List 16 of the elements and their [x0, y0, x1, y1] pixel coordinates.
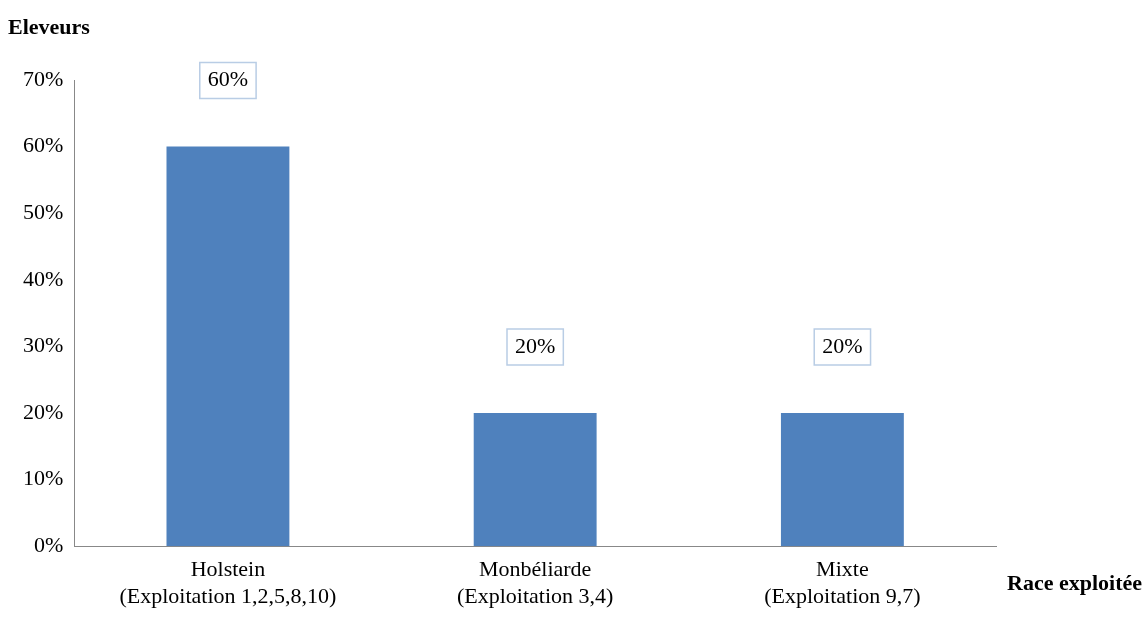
- data-label: 60%: [207, 66, 249, 92]
- data-label: 20%: [515, 332, 556, 358]
- y-axis-title: Eleveurs: [8, 13, 91, 39]
- y-tick-label: 20%: [23, 398, 64, 424]
- y-tick-label: 60%: [23, 132, 64, 158]
- y-tick-label: 0%: [34, 531, 64, 557]
- x-axis-title: Race exploitée: [1007, 569, 1143, 595]
- y-tick-label: 50%: [23, 198, 64, 224]
- y-tick-label: 30%: [23, 332, 64, 358]
- y-tick-label: 70%: [23, 65, 64, 91]
- x-tick-label: Holstein (Exploitation 1,2,5,8,10): [119, 556, 337, 608]
- x-tick-label: Monbéliarde (Exploitation 3,4): [456, 556, 614, 608]
- y-tick-label: 10%: [23, 465, 64, 491]
- data-label: 20%: [822, 332, 863, 358]
- y-tick-label: 40%: [23, 265, 64, 291]
- x-tick-label: Mixte (Exploitation 9,7): [764, 556, 921, 608]
